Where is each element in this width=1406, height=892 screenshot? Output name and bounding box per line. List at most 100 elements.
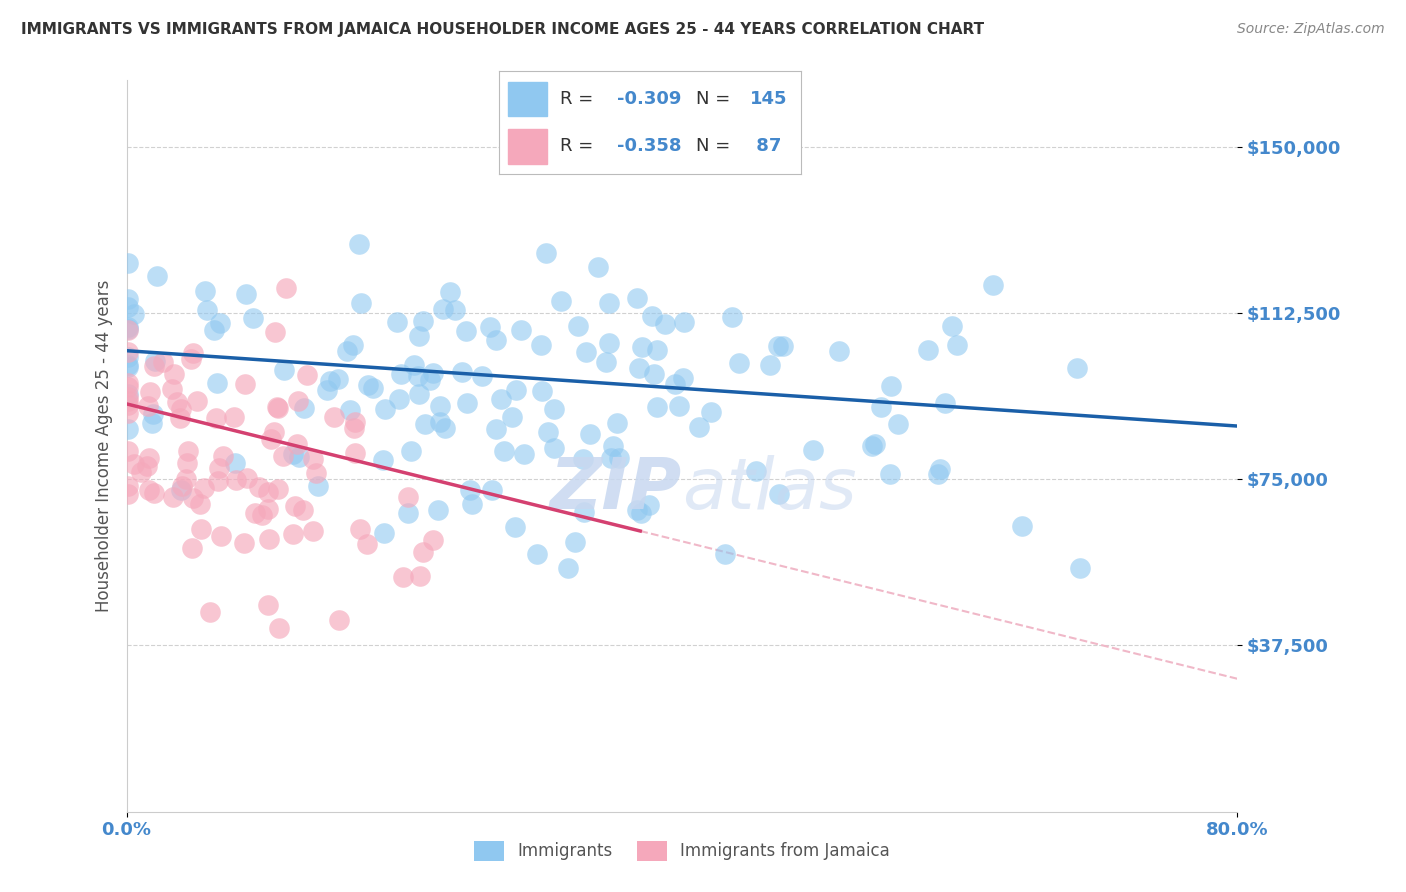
Point xyxy=(117,359,139,374)
Point xyxy=(564,535,586,549)
Point xyxy=(356,537,378,551)
Point xyxy=(917,343,939,357)
Point xyxy=(880,378,903,392)
Point xyxy=(505,383,527,397)
Text: 145: 145 xyxy=(749,90,787,108)
Point xyxy=(429,399,451,413)
Point xyxy=(503,520,526,534)
Point xyxy=(456,396,478,410)
Point xyxy=(673,315,696,329)
Y-axis label: Householder Income Ages 25 - 44 years: Householder Income Ages 25 - 44 years xyxy=(94,280,112,612)
Point xyxy=(301,524,323,538)
Point xyxy=(256,485,278,500)
Point xyxy=(117,293,139,307)
Text: N =: N = xyxy=(696,90,735,108)
Point xyxy=(606,416,628,430)
Point xyxy=(461,497,484,511)
Point xyxy=(727,355,749,369)
Point xyxy=(392,570,415,584)
Point xyxy=(550,294,572,309)
Point xyxy=(803,442,825,457)
Point xyxy=(117,406,139,420)
Point xyxy=(772,339,794,353)
Point xyxy=(456,324,478,338)
Point xyxy=(536,245,558,260)
Point xyxy=(307,479,329,493)
Point xyxy=(326,372,349,386)
Point xyxy=(117,322,139,336)
Point xyxy=(402,359,425,373)
Point xyxy=(471,369,494,384)
Point xyxy=(209,317,232,331)
Bar xyxy=(508,128,547,163)
Text: -0.358: -0.358 xyxy=(617,137,682,155)
Point xyxy=(530,338,553,352)
Point xyxy=(252,508,274,522)
Point xyxy=(766,339,789,353)
Point xyxy=(422,366,444,380)
Legend: Immigrants, Immigrants from Jamaica: Immigrants, Immigrants from Jamaica xyxy=(465,832,898,869)
Point xyxy=(945,338,967,352)
Point xyxy=(419,373,441,387)
Point xyxy=(481,483,503,498)
Point xyxy=(371,453,394,467)
Point xyxy=(641,310,664,324)
Point xyxy=(291,503,314,517)
Point xyxy=(235,286,257,301)
Point xyxy=(714,547,737,561)
Point xyxy=(572,505,595,519)
Point xyxy=(343,415,366,429)
Point xyxy=(138,450,160,465)
Point xyxy=(645,400,668,414)
Point xyxy=(176,456,198,470)
Point xyxy=(181,541,204,555)
Point xyxy=(256,502,278,516)
Point xyxy=(408,329,430,343)
Point xyxy=(408,569,430,583)
Point xyxy=(328,614,350,628)
Point xyxy=(598,296,620,310)
Point xyxy=(429,415,451,429)
Point xyxy=(222,410,245,425)
Point xyxy=(336,344,359,359)
Point xyxy=(863,436,886,450)
Point xyxy=(927,467,949,482)
Point xyxy=(860,439,883,453)
Point xyxy=(638,499,661,513)
Point xyxy=(193,481,215,495)
Text: R =: R = xyxy=(560,90,599,108)
Point xyxy=(117,322,139,336)
Point xyxy=(626,291,648,305)
Point xyxy=(1066,361,1088,376)
Point xyxy=(432,302,454,317)
Point xyxy=(212,449,235,463)
Point xyxy=(630,339,652,353)
Point xyxy=(439,285,461,300)
Point xyxy=(117,376,139,391)
Point xyxy=(479,319,502,334)
Point xyxy=(193,284,215,298)
Text: 87: 87 xyxy=(749,137,782,155)
Point xyxy=(305,466,328,480)
Point xyxy=(543,441,565,455)
Point xyxy=(342,338,364,352)
Point xyxy=(688,419,710,434)
Point xyxy=(117,345,139,359)
Point xyxy=(181,491,204,506)
Point xyxy=(399,444,422,458)
Point xyxy=(941,319,963,334)
Point xyxy=(347,237,370,252)
Point xyxy=(343,446,366,460)
Point xyxy=(166,394,188,409)
Point xyxy=(595,355,617,369)
Point xyxy=(195,303,218,318)
Point xyxy=(350,296,373,310)
Point xyxy=(485,333,508,347)
Point xyxy=(433,421,456,435)
Point xyxy=(138,483,160,497)
Point xyxy=(671,371,693,385)
Point xyxy=(117,479,139,493)
Point xyxy=(645,343,668,358)
Point xyxy=(208,461,231,475)
Point xyxy=(292,401,315,415)
